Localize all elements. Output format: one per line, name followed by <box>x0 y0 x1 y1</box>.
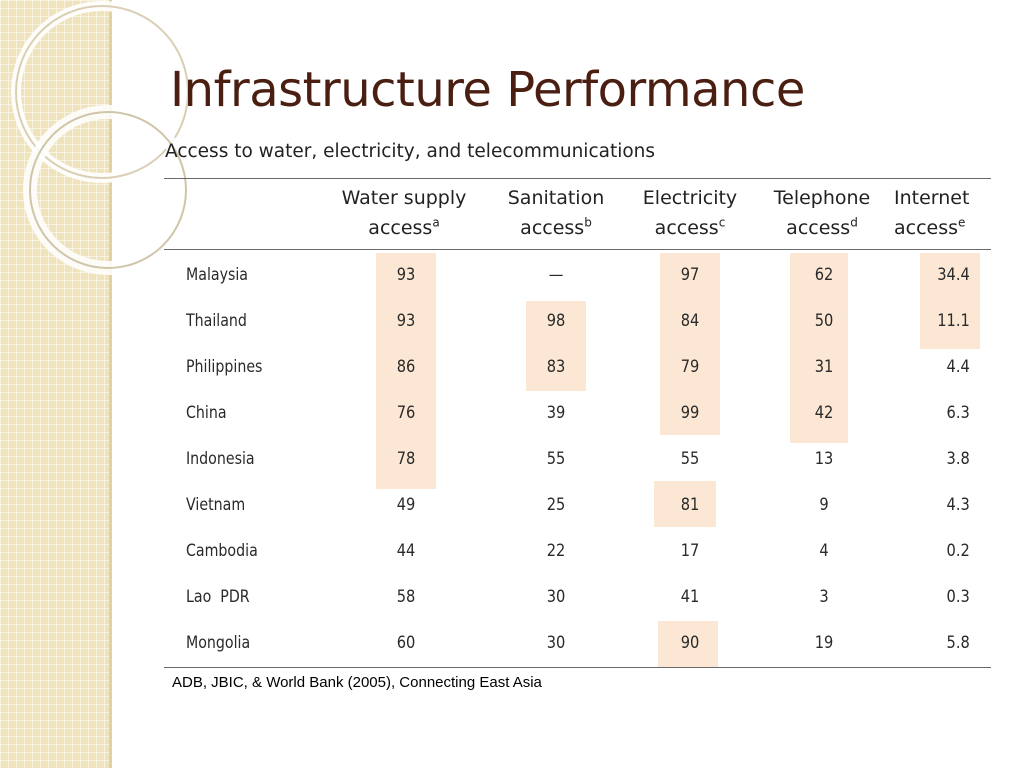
country-label: Malaysia <box>186 265 249 284</box>
electricity-value: 17 <box>680 541 700 561</box>
header-telephone: Telephone accessd <box>773 187 871 239</box>
country-label: Philippines <box>186 357 263 376</box>
electricity-value: 81 <box>680 495 700 515</box>
table-row: Mongolia 60 30 90 19 5.8 <box>164 621 991 667</box>
internet-value: 4.4 <box>946 357 970 377</box>
highlight-water-column <box>376 253 436 489</box>
electricity-value: 41 <box>680 587 700 607</box>
decorative-rings <box>11 1 193 275</box>
country-label: China <box>186 403 227 422</box>
table-row: Lao PDR 58 30 41 3 0.3 <box>164 575 991 621</box>
highlight-electricity-vietnam <box>654 481 716 527</box>
sanitation-value: — <box>548 265 564 285</box>
internet-value: 34.4 <box>937 265 970 285</box>
sanitation-value: 25 <box>546 495 566 515</box>
telephone-value: 42 <box>814 403 834 423</box>
highlight-sanitation-cells <box>526 301 586 391</box>
country-label: Mongolia <box>186 633 251 652</box>
country-label: Cambodia <box>186 541 258 560</box>
internet-value: 0.2 <box>946 541 970 561</box>
internet-value: 5.8 <box>946 633 970 653</box>
sanitation-value: 22 <box>546 541 566 561</box>
sanitation-value: 55 <box>546 449 566 469</box>
telephone-value: 50 <box>814 311 834 331</box>
infrastructure-table: Water supply accessa Sanitation accessb … <box>164 178 991 668</box>
highlight-telephone-cells <box>790 253 848 443</box>
highlight-electricity-cells <box>660 253 720 435</box>
header-water-supply: Water supply accessa <box>341 187 467 239</box>
water-value: 78 <box>396 449 416 469</box>
header-divider <box>164 249 991 250</box>
internet-value: 0.3 <box>946 587 970 607</box>
table-row: Vietnam 49 25 81 9 4.3 <box>164 483 991 529</box>
sanitation-value: 83 <box>546 357 566 377</box>
internet-value: 6.3 <box>946 403 970 423</box>
electricity-value: 99 <box>680 403 700 423</box>
telephone-value: 62 <box>814 265 834 285</box>
water-value: 58 <box>396 587 416 607</box>
internet-value: 11.1 <box>937 311 970 331</box>
country-label: Indonesia <box>186 449 255 468</box>
header-electricity: Electricity accessc <box>642 187 738 239</box>
water-value: 60 <box>396 633 416 653</box>
highlight-electricity-mongolia <box>658 621 718 667</box>
water-value: 49 <box>396 495 416 515</box>
table-row: Philippines 86 83 79 31 4.4 <box>164 345 991 391</box>
header-internet: Internet accesse <box>894 187 970 239</box>
sanitation-value: 39 <box>546 403 566 423</box>
table-row: Thailand 93 98 84 50 11.1 <box>164 299 991 345</box>
telephone-value: 9 <box>819 495 829 515</box>
electricity-value: 55 <box>680 449 700 469</box>
electricity-value: 84 <box>680 311 700 331</box>
water-value: 86 <box>396 357 416 377</box>
electricity-value: 97 <box>680 265 700 285</box>
telephone-value: 31 <box>814 357 834 377</box>
electricity-value: 79 <box>680 357 700 377</box>
water-value: 93 <box>396 311 416 331</box>
table-row: China 76 39 99 42 6.3 <box>164 391 991 437</box>
country-label: Thailand <box>186 311 247 330</box>
telephone-value: 4 <box>819 541 829 561</box>
table-caption: Access to water, electricity, and teleco… <box>165 141 656 162</box>
sanitation-value: 30 <box>546 587 566 607</box>
table-row: Malaysia 93 — 97 62 34.4 <box>164 253 991 299</box>
sanitation-value: 30 <box>546 633 566 653</box>
slide-title: Infrastructure Performance <box>170 62 805 118</box>
telephone-value: 13 <box>814 449 834 469</box>
source-citation: ADB, JBIC, & World Bank (2005), Connecti… <box>172 674 542 691</box>
electricity-value: 90 <box>680 633 700 653</box>
water-value: 93 <box>396 265 416 285</box>
telephone-value: 19 <box>814 633 834 653</box>
sanitation-value: 98 <box>546 311 566 331</box>
header-sanitation: Sanitation accessb <box>507 187 605 239</box>
telephone-value: 3 <box>819 587 829 607</box>
country-label: Lao PDR <box>186 587 250 606</box>
highlight-internet-cells <box>920 253 980 349</box>
internet-value: 4.3 <box>946 495 970 515</box>
country-label: Vietnam <box>186 495 246 514</box>
water-value: 44 <box>396 541 416 561</box>
table-row: Indonesia 78 55 55 13 3.8 <box>164 437 991 483</box>
water-value: 76 <box>396 403 416 423</box>
table-row: Cambodia 44 22 17 4 0.2 <box>164 529 991 575</box>
internet-value: 3.8 <box>946 449 970 469</box>
